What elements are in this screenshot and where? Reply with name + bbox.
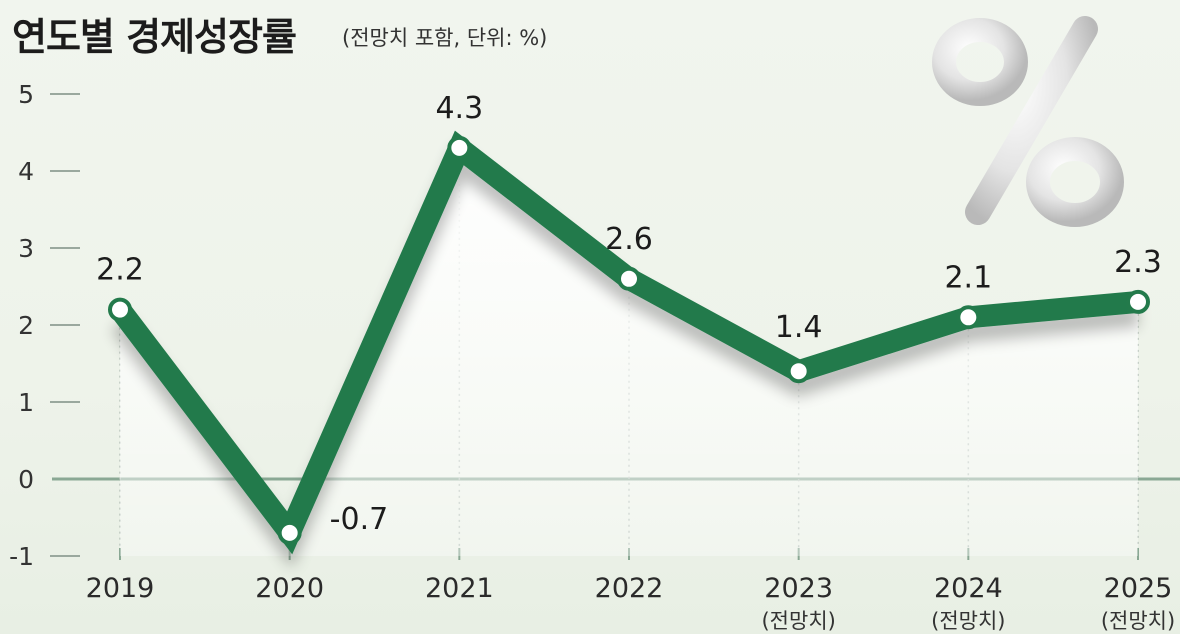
data-label: 2.1: [944, 260, 992, 295]
data-point: [956, 305, 981, 330]
data-point: [277, 520, 302, 545]
chart-title: 연도별 경제성장률: [12, 15, 297, 59]
data-label: 4.3: [435, 91, 483, 126]
data-label: -0.7: [330, 502, 389, 537]
x-tick-label: 2025: [1104, 573, 1173, 604]
x-tick-note: (전망치): [1101, 609, 1175, 633]
y-tick-label: 5: [18, 80, 34, 109]
y-tick-label: 0: [18, 465, 34, 494]
area-fill: [120, 147, 1138, 556]
data-label: 2.2: [96, 253, 144, 288]
x-tick-label: 2024: [934, 573, 1003, 604]
data-point: [617, 266, 641, 291]
x-tick-note: (전망치): [931, 609, 1005, 633]
y-tick-label: 2: [18, 311, 34, 340]
data-label: 1.4: [775, 310, 823, 345]
chart-subtitle: (전망치 포함, 단위: %): [342, 26, 548, 50]
y-tick-label: 1: [18, 388, 34, 417]
data-label: 2.3: [1114, 245, 1162, 280]
y-tick-label: 4: [18, 157, 34, 186]
data-point: [108, 297, 132, 322]
data-point: [786, 359, 811, 384]
x-tick-label: 2021: [425, 573, 494, 604]
x-tick-label: 2019: [86, 573, 155, 604]
y-tick-label: 3: [18, 234, 34, 263]
data-point: [1126, 289, 1150, 314]
data-label: 2.6: [605, 222, 653, 257]
data-point: [447, 135, 472, 160]
x-tick-note: (전망치): [761, 609, 835, 633]
y-tick-label: -1: [9, 542, 34, 571]
x-tick-label: 2023: [764, 573, 833, 604]
percent-symbol-icon: [932, 16, 1124, 227]
x-tick-label: 2022: [595, 573, 664, 604]
x-tick-label: 2020: [255, 573, 324, 604]
